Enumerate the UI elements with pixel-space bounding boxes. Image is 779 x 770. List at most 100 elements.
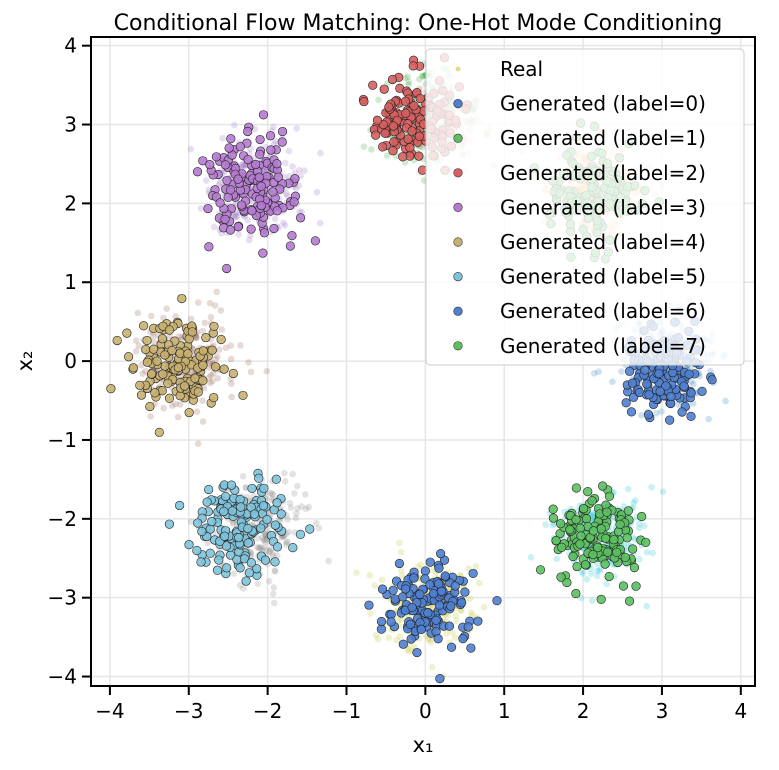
- real-point: [205, 186, 212, 194]
- generated-point-label-4: [135, 380, 145, 390]
- generated-point-label-6: [624, 366, 635, 376]
- real-point: [451, 634, 459, 641]
- real-point: [222, 344, 230, 352]
- generated-point-label-6: [640, 365, 650, 375]
- real-point: [207, 313, 215, 321]
- generated-point-label-5: [219, 506, 229, 517]
- real-point: [281, 478, 289, 485]
- legend-box: [425, 48, 745, 366]
- real-point: [396, 539, 403, 547]
- real-point: [293, 125, 300, 132]
- generated-point-label-0: [434, 563, 444, 573]
- generated-point-label-3: [256, 200, 266, 211]
- generated-point-label-3: [256, 181, 266, 191]
- generated-point-label-7: [604, 491, 615, 501]
- real-point: [270, 599, 278, 607]
- generated-point-label-3: [246, 224, 256, 234]
- x-tick-label: 1: [498, 699, 511, 723]
- generated-point-label-2: [389, 137, 399, 147]
- real-point: [286, 499, 294, 507]
- generated-point-label-5: [259, 483, 269, 493]
- real-point: [466, 595, 474, 602]
- generated-point-label-7: [628, 544, 638, 554]
- real-point: [285, 147, 293, 155]
- real-point: [271, 215, 279, 223]
- real-point: [294, 482, 301, 490]
- x-tick-label: 2: [577, 699, 590, 723]
- generated-point-label-4: [180, 381, 190, 391]
- real-point: [281, 222, 289, 229]
- generated-point-label-0: [446, 642, 457, 652]
- generated-point-label-5: [196, 557, 206, 567]
- real-point: [247, 368, 255, 376]
- generated-point-label-2: [403, 134, 413, 144]
- generated-point-label-0: [425, 557, 435, 567]
- generated-point-label-7: [571, 514, 581, 525]
- real-point: [416, 76, 423, 83]
- real-point: [245, 358, 252, 366]
- real-point: [630, 499, 637, 507]
- real-point: [396, 633, 404, 640]
- real-point: [305, 503, 313, 511]
- real-point: [457, 607, 465, 615]
- generated-point-label-5: [270, 520, 281, 530]
- generated-point-label-4: [184, 407, 194, 418]
- generated-point-label-4: [175, 348, 185, 358]
- real-point: [230, 570, 238, 577]
- real-point: [588, 597, 596, 604]
- generated-point-label-0: [416, 624, 426, 635]
- real-point: [293, 509, 300, 517]
- generated-point-label-5: [262, 515, 272, 525]
- real-point: [405, 647, 413, 655]
- real-point: [204, 539, 212, 547]
- generated-point-label-7: [612, 547, 622, 558]
- real-point: [292, 514, 300, 522]
- generated-point-label-3: [295, 213, 306, 223]
- real-point: [428, 663, 436, 671]
- legend-label: Generated (label=2): [500, 161, 706, 185]
- generated-point-label-4: [124, 352, 134, 362]
- real-point: [260, 536, 268, 544]
- real-point: [199, 397, 206, 405]
- real-point: [282, 541, 290, 548]
- generated-point-label-0: [388, 585, 398, 595]
- legend-marker: [453, 272, 463, 282]
- real-point: [134, 309, 142, 317]
- legend: Real Generated (label=0) Generated (label=…: [425, 48, 745, 366]
- generated-point-label-5: [276, 509, 286, 519]
- generated-point-label-3: [265, 131, 276, 141]
- generated-point-label-5: [192, 545, 202, 556]
- generated-point-label-4: [160, 350, 170, 360]
- generated-point-label-5: [226, 480, 237, 490]
- generated-point-label-4: [187, 327, 197, 337]
- real-point: [255, 545, 262, 552]
- generated-point-label-5: [270, 557, 280, 567]
- real-point: [214, 353, 221, 360]
- generated-point-label-7: [609, 535, 619, 545]
- real-point: [132, 348, 140, 355]
- generated-point-label-6: [679, 381, 689, 391]
- generated-point-label-4: [136, 390, 147, 400]
- generated-point-label-3: [258, 248, 268, 258]
- real-point: [367, 610, 374, 618]
- generated-point-label-0: [428, 588, 439, 599]
- y-tick-label: 1: [64, 270, 77, 294]
- generated-point-label-6: [642, 379, 652, 389]
- real-point: [405, 78, 413, 86]
- real-point: [366, 571, 374, 579]
- generated-point-label-5: [271, 474, 281, 484]
- generated-point-label-2: [398, 152, 408, 162]
- generated-point-label-7: [579, 504, 589, 514]
- generated-point-label-0: [435, 674, 445, 684]
- real-point: [301, 167, 308, 174]
- generated-point-label-4: [152, 356, 162, 366]
- real-point: [254, 535, 262, 542]
- real-point: [213, 288, 221, 296]
- legend-marker: [453, 306, 463, 316]
- real-point: [187, 518, 195, 525]
- y-tick-label: 2: [64, 191, 77, 215]
- generated-point-label-5: [234, 532, 244, 543]
- generated-point-label-7: [557, 542, 567, 552]
- generated-point-label-0: [473, 616, 483, 626]
- generated-point-label-7: [535, 565, 546, 575]
